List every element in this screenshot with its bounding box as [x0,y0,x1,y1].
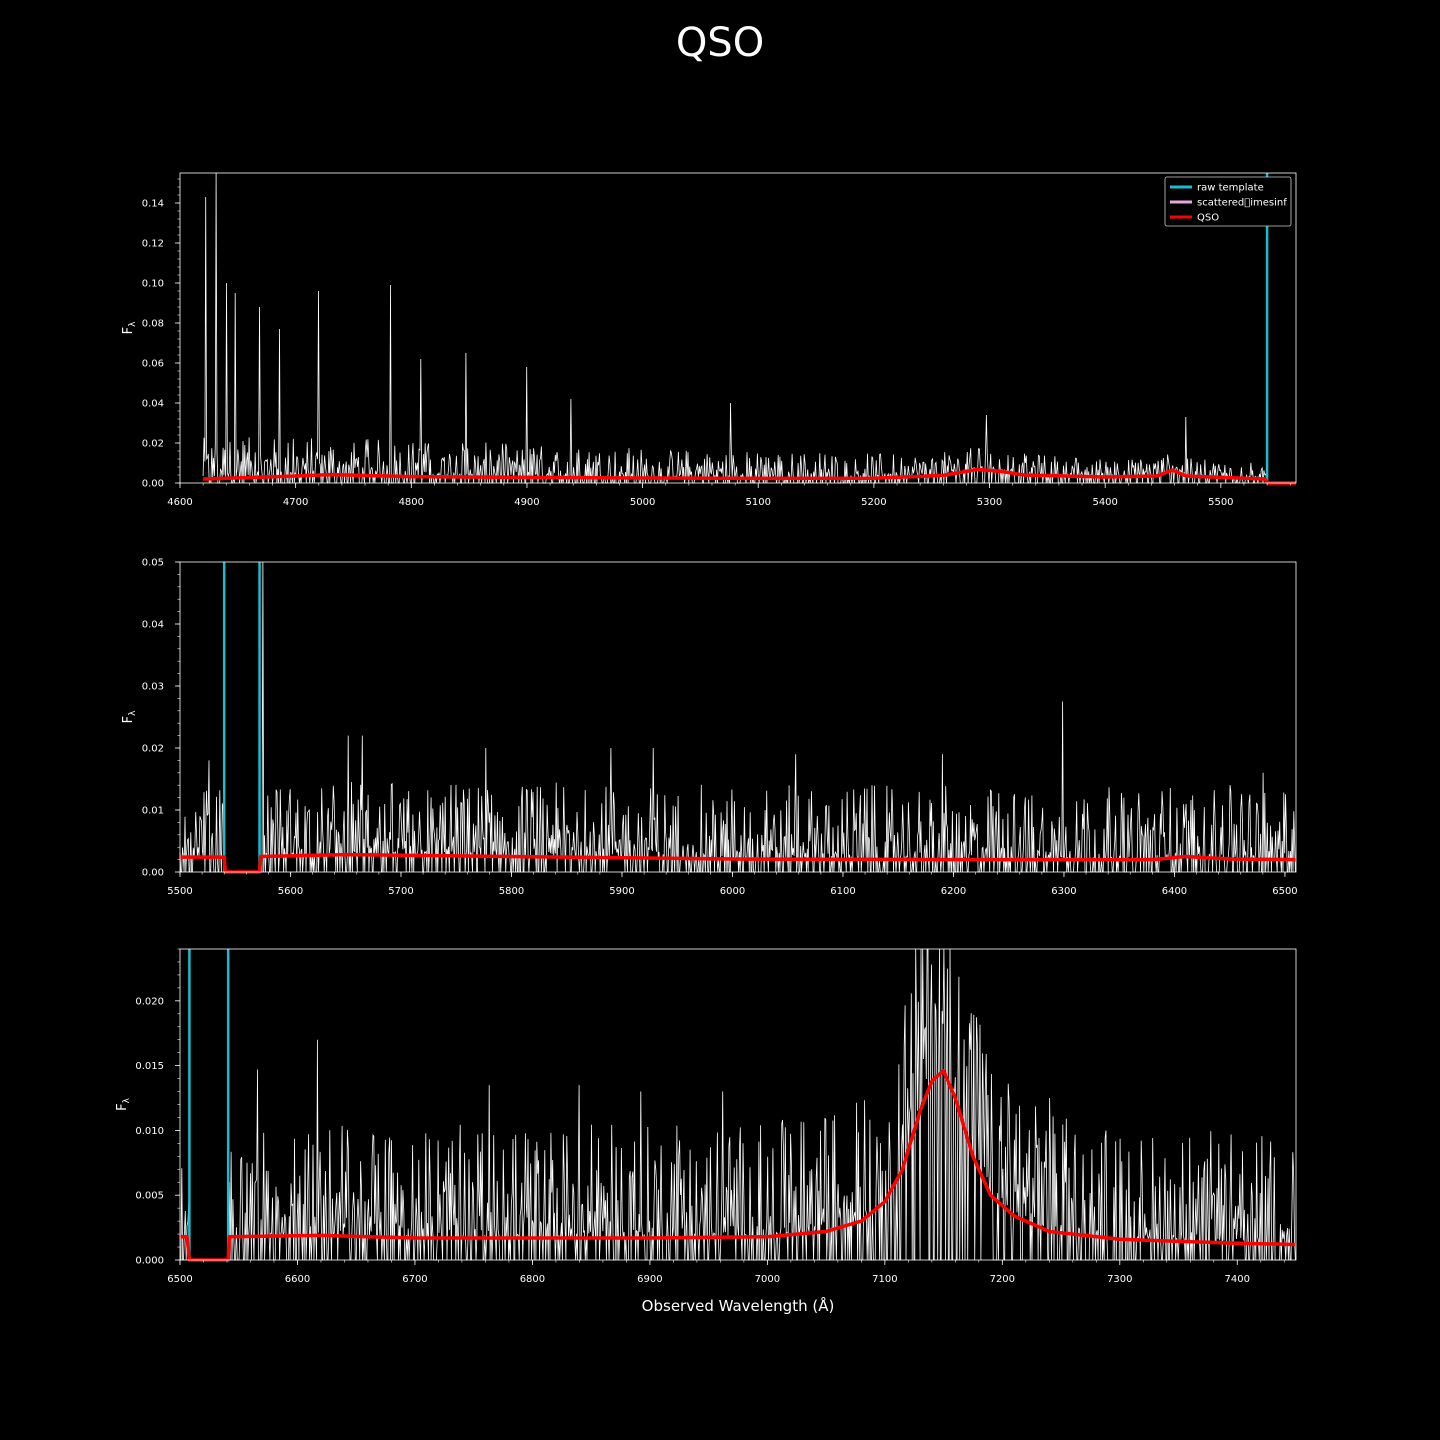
y-tick-label: 0.08 [142,319,164,330]
y-tick-label: 0.02 [142,744,164,755]
y-tick-label: 0.02 [142,439,164,450]
y-tick-label: 0.015 [135,1061,164,1072]
x-tick-label: 5800 [499,886,524,897]
x-tick-label: 4600 [167,497,192,508]
x-tick-label: 7400 [1225,1274,1250,1285]
x-tick-label: 4700 [283,497,308,508]
legend-box [1164,176,1292,227]
x-tick-label: 6300 [1051,886,1076,897]
x-tick-label: 6500 [1272,886,1297,897]
spectrum-line [202,172,1267,484]
x-axis-label: Observed Wavelength (Å) [641,1297,835,1315]
y-tick-label: 0.06 [142,359,164,370]
qso-model-line [180,1069,1297,1262]
y-axis-label: Fλ [121,710,138,723]
x-tick-label: 5100 [746,497,771,508]
y-axis-label: Fλ [121,321,138,334]
legend-label: QSO [1197,213,1219,224]
x-tick-label: 5400 [1092,497,1117,508]
x-tick-label: 6600 [285,1274,310,1285]
x-tick-label: 6900 [637,1274,662,1285]
spectrum-line [180,948,1296,1261]
y-tick-label: 0.12 [142,239,164,250]
x-tick-label: 5900 [609,886,634,897]
legend: raw template scattered imesinf QSO [1164,176,1292,227]
x-tick-label: 7200 [990,1274,1015,1285]
x-tick-label: 6800 [520,1274,545,1285]
x-tick-label: 5500 [1208,497,1233,508]
x-tick-label: 6400 [1162,886,1187,897]
y-tick-label: 0.005 [135,1191,164,1202]
y-axis-label: Fλ [115,1097,132,1110]
x-tick-label: 7100 [872,1274,897,1285]
axes-frame [179,561,1297,873]
y-tick-label: 0.020 [135,996,164,1007]
x-tick-label: 5700 [388,886,413,897]
y-tick-label: 0.000 [135,1256,164,1267]
x-tick-label: 4800 [399,497,424,508]
spectrum-line [179,561,1296,873]
qso-model-line [203,467,1296,485]
y-tick-label: 0.00 [142,479,164,490]
axes-frame [179,172,1297,484]
x-tick-label: 4900 [514,497,539,508]
y-tick-label: 0.01 [142,806,164,817]
panel-3: 6500 6600 6700 6800 6900 7000 7100 7200 7300 7400… [115,948,1297,1285]
x-tick-label: 6500 [167,1274,192,1285]
x-tick-label: 5300 [977,497,1002,508]
x-tick-label: 6200 [941,886,966,897]
x-tick-label: 5200 [861,497,886,508]
y-tick-label: 0.010 [135,1126,164,1137]
y-tick-label: 0.14 [142,199,164,210]
legend-label: scattered imesinf [1197,198,1287,209]
x-tick-label: 5000 [630,497,655,508]
y-tick-label: 0.10 [142,279,164,290]
x-tick-label: 6700 [402,1274,427,1285]
chart-title: QSO [675,20,765,66]
y-tick-label: 0.05 [142,558,164,569]
x-tick-label: 5500 [167,886,192,897]
legend-label: raw template [1197,183,1264,194]
panel-2: 5500 5600 5700 5800 5900 6000 6100 6200 6300 6400… [121,558,1298,898]
x-tick-label: 6000 [720,886,745,897]
x-tick-label: 6100 [830,886,855,897]
x-tick-label: 7300 [1107,1274,1132,1285]
panel-1: 4600 4700 4800 4900 5000 5100 5200 5300 5400 5500… [121,172,1297,508]
x-tick-label: 7000 [755,1274,780,1285]
y-tick-label: 0.00 [142,868,164,879]
y-tick-label: 0.04 [142,620,164,631]
x-tick-label: 5600 [278,886,303,897]
y-tick-label: 0.03 [142,682,164,693]
y-tick-label: 0.04 [142,399,164,410]
